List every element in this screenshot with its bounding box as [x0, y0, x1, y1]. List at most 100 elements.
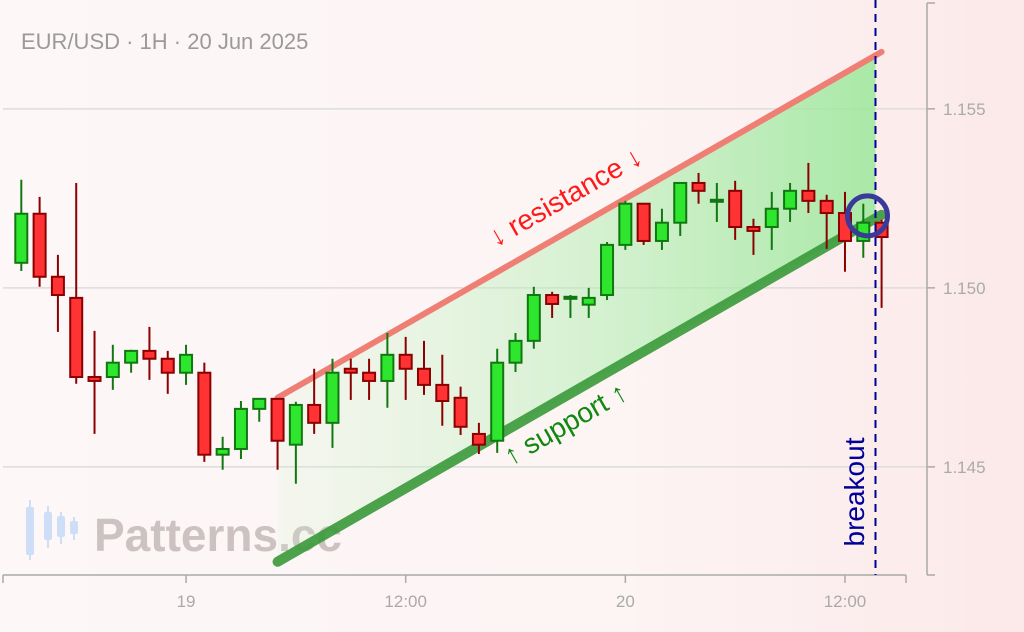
candle-body: [819, 199, 834, 215]
candle-body: [545, 294, 560, 305]
candle-body: [673, 181, 688, 224]
candle: [471, 422, 486, 454]
candle: [362, 358, 377, 400]
candle: [179, 344, 194, 385]
candle-body: [288, 403, 303, 446]
candle-body: [32, 212, 47, 278]
candle: [32, 196, 47, 287]
candle-body: [270, 397, 285, 442]
candle: [160, 350, 175, 394]
candle: [124, 349, 139, 373]
candle: [105, 344, 120, 390]
candle: [87, 330, 102, 434]
candle: [746, 218, 761, 255]
candle-body: [618, 202, 633, 246]
channel-fill: [277, 55, 876, 562]
candle-body: [14, 212, 29, 264]
candle-body: [691, 181, 706, 192]
candle-body: [233, 407, 248, 450]
candle: [453, 386, 468, 436]
candle: [343, 358, 358, 400]
candle-body: [215, 447, 230, 456]
candle: [252, 397, 267, 422]
candle-body: [343, 367, 358, 374]
candle-body: [801, 189, 816, 202]
candle-body: [435, 383, 450, 402]
chart-title: EUR/USD · 1H · 20 Jun 2025: [21, 29, 309, 54]
candle-body: [746, 225, 761, 232]
candle-body: [197, 371, 212, 456]
candle-body: [563, 295, 578, 300]
candle: [819, 194, 834, 249]
candle-body: [325, 371, 340, 424]
candle: [270, 397, 285, 470]
breakout-circle: [844, 193, 890, 239]
candle: [709, 182, 724, 222]
candle: [435, 354, 450, 426]
candle: [654, 208, 669, 250]
logo-candle-body: [26, 507, 34, 555]
candle-body: [581, 296, 596, 306]
candle-body: [783, 189, 798, 210]
candle-body: [490, 361, 505, 442]
candle: [215, 436, 230, 470]
candle: [490, 348, 505, 453]
support-line: [272, 209, 887, 567]
candle: [783, 182, 798, 222]
candle-body: [600, 243, 615, 297]
candle: [545, 291, 560, 318]
candle-body: [416, 367, 431, 386]
candle-body: [142, 349, 157, 360]
x-tick-label: 12:00: [384, 592, 427, 611]
candle-body: [728, 189, 743, 228]
logo-candle-body: [57, 516, 65, 537]
candle: [563, 295, 578, 318]
candle-body: [508, 339, 523, 364]
candle-body: [69, 296, 84, 379]
candle-body: [160, 357, 175, 374]
candle-body: [124, 349, 139, 364]
candle: [691, 172, 706, 204]
y-tick-label: 1.145: [943, 458, 986, 477]
candle: [325, 358, 340, 448]
candle: [288, 401, 303, 484]
candle: [801, 162, 816, 214]
candle: [142, 326, 157, 380]
breakout-label: breakout: [839, 437, 870, 546]
candle: [728, 180, 743, 240]
logo-candle-body: [70, 521, 78, 534]
candle-body: [105, 361, 120, 379]
candle: [380, 332, 395, 408]
x-tick-label: 20: [616, 592, 635, 611]
candle-body: [87, 376, 102, 382]
candle-body: [636, 202, 651, 242]
candle: [618, 200, 633, 250]
candle-body: [307, 403, 322, 424]
candle: [197, 362, 212, 462]
candle: [764, 191, 779, 250]
x-tick-label: 12:00: [824, 592, 867, 611]
candle-body: [252, 397, 267, 410]
y-tick-label: 1.155: [943, 100, 986, 119]
candle-body: [453, 396, 468, 428]
candle-body: [179, 353, 194, 374]
candle: [69, 182, 84, 384]
candle: [416, 340, 431, 395]
candle-body: [526, 294, 541, 342]
candle: [233, 400, 248, 459]
candle-body: [398, 353, 413, 370]
candle-body: [654, 221, 669, 242]
candle-body: [362, 371, 377, 382]
resistance-line: [274, 48, 885, 401]
candle: [508, 332, 523, 372]
watermark-logo: [26, 500, 78, 560]
candle: [673, 181, 688, 236]
candle-body: [764, 207, 779, 228]
candle-body: [50, 275, 65, 297]
candle: [600, 242, 615, 301]
logo-candle-body: [44, 512, 52, 540]
candle: [398, 336, 413, 400]
candle-body: [709, 198, 724, 203]
candle: [636, 202, 651, 245]
